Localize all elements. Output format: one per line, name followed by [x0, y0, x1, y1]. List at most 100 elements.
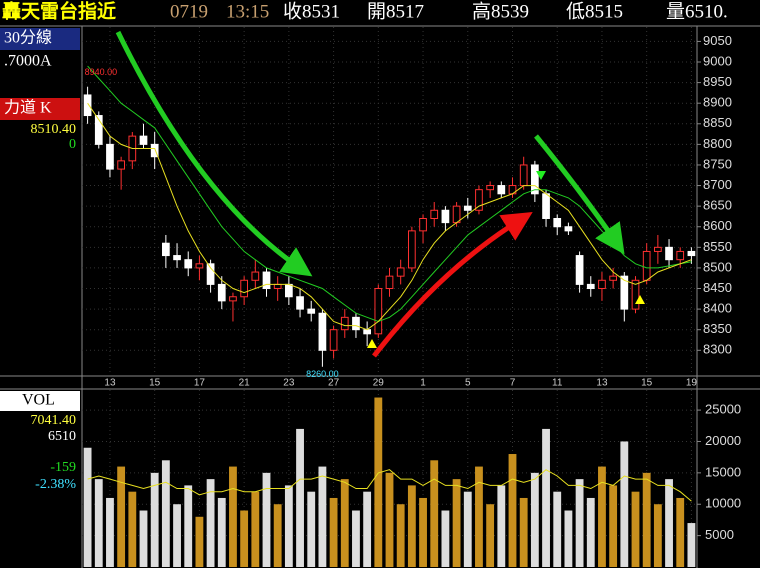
price-annotation: 8260.00: [306, 369, 339, 379]
volume-bar: [195, 516, 204, 567]
volume-bar: [262, 472, 271, 567]
volume-bar: [430, 460, 439, 567]
volume-bar: [620, 441, 629, 567]
signal-marker: [367, 339, 377, 348]
x-tick-label: 13: [596, 378, 608, 389]
volume-bar: [173, 504, 181, 567]
candle-body: [173, 255, 181, 261]
candle-body: [531, 164, 539, 195]
volume-bar: [229, 466, 237, 567]
x-tick-label: 19: [686, 378, 698, 389]
header-title: 轟天雷台指近: [2, 0, 116, 22]
plot: 8300 8350 8400 8450 8500 8550 8600 8650 8700 8750…: [82, 27, 741, 567]
volume-bar: [542, 428, 550, 567]
vol-tick-label: 5000: [705, 527, 734, 542]
candle-body: [240, 279, 248, 298]
volume-bar: [575, 479, 584, 567]
volume-bar: [83, 447, 92, 567]
volume-bar: [519, 497, 528, 567]
volume-bar: [240, 510, 249, 567]
x-tick-label: 7: [510, 378, 516, 389]
indicator-zero: 0: [69, 137, 76, 152]
volume-bar: [184, 485, 193, 567]
price-annotation: 8940.00: [85, 67, 118, 77]
header-date: 0719: [170, 1, 208, 22]
volume-bar: [329, 497, 338, 567]
volume-bar: [363, 491, 372, 567]
candle-body: [262, 271, 271, 290]
volume-bar: [475, 466, 483, 567]
signal-marker: [536, 171, 546, 180]
candle-body: [307, 308, 316, 314]
volume-bar: [251, 491, 260, 567]
candle-body: [430, 209, 439, 220]
x-tick-label: 1: [420, 378, 426, 389]
candle-body: [519, 164, 528, 187]
y-tick-label: 8850: [703, 115, 732, 130]
candle-body: [452, 205, 461, 224]
candle-body: [374, 288, 383, 335]
x-tick-label: 21: [239, 378, 251, 389]
candle-body: [385, 275, 394, 290]
volume-bar: [508, 454, 517, 567]
volume-bar: [586, 497, 595, 567]
volume-bar: [452, 479, 461, 567]
y-tick-label: 8450: [703, 280, 732, 295]
candle-body: [363, 329, 371, 335]
candle-body: [94, 115, 103, 145]
ma-line: [87, 102, 692, 331]
y-tick-label: 8550: [703, 239, 732, 254]
candle-body: [609, 275, 617, 281]
volume-bar: [206, 479, 215, 567]
vol-box: [0, 391, 80, 411]
y-tick-label: 8500: [703, 259, 732, 274]
indicator-box: [0, 98, 80, 120]
volume-bar: [687, 523, 696, 567]
candle-body: [285, 283, 293, 298]
candle-body: [497, 185, 506, 195]
y-tick-label: 8700: [703, 177, 732, 192]
volume-bar: [609, 485, 618, 567]
y-tick-label: 8900: [703, 95, 732, 110]
candle-body: [352, 316, 360, 331]
volume-bar: [340, 479, 349, 567]
candle-body: [251, 271, 260, 281]
vol-tick-label: 10000: [705, 496, 741, 511]
candle-body: [642, 250, 651, 281]
volume-bar: [676, 497, 685, 567]
candle-body: [687, 250, 696, 257]
y-tick-label: 8400: [703, 301, 732, 316]
volume-bar: [318, 466, 327, 567]
header-low: 低8515: [566, 0, 623, 22]
volume-bar: [296, 428, 304, 567]
volume-bar: [117, 466, 126, 567]
candle-body: [542, 193, 550, 220]
trend-arrow: [372, 212, 533, 358]
candle-body: [296, 296, 304, 310]
candle-body: [586, 283, 595, 290]
trend-arrow: [115, 30, 313, 277]
candle-body: [486, 185, 494, 191]
candle-body: [553, 218, 562, 228]
volume-bar: [217, 497, 226, 567]
candle-body: [340, 316, 349, 331]
code: .7000A: [4, 53, 52, 70]
candle-body: [184, 259, 193, 269]
frame: [0, 25, 760, 568]
volume-bar: [396, 504, 405, 567]
candle-body: [229, 296, 237, 302]
volume-bar: [139, 510, 148, 567]
y-tick-label: 8350: [703, 321, 732, 336]
x-tick-label: 15: [149, 378, 161, 389]
candle-body: [654, 246, 662, 252]
volume-bar: [273, 504, 282, 567]
x-tick-label: 15: [641, 378, 653, 389]
y-tick-label: 9050: [703, 33, 732, 48]
candle-body: [206, 263, 215, 285]
left-panel: 30分線 .7000A 力道 K 8510.40 0 VOL 7041.40 6…: [0, 28, 80, 492]
change-pct: -2.38%: [35, 477, 76, 492]
candle-body: [273, 283, 282, 290]
candle-body: [575, 255, 584, 285]
volume-bar: [463, 491, 472, 567]
